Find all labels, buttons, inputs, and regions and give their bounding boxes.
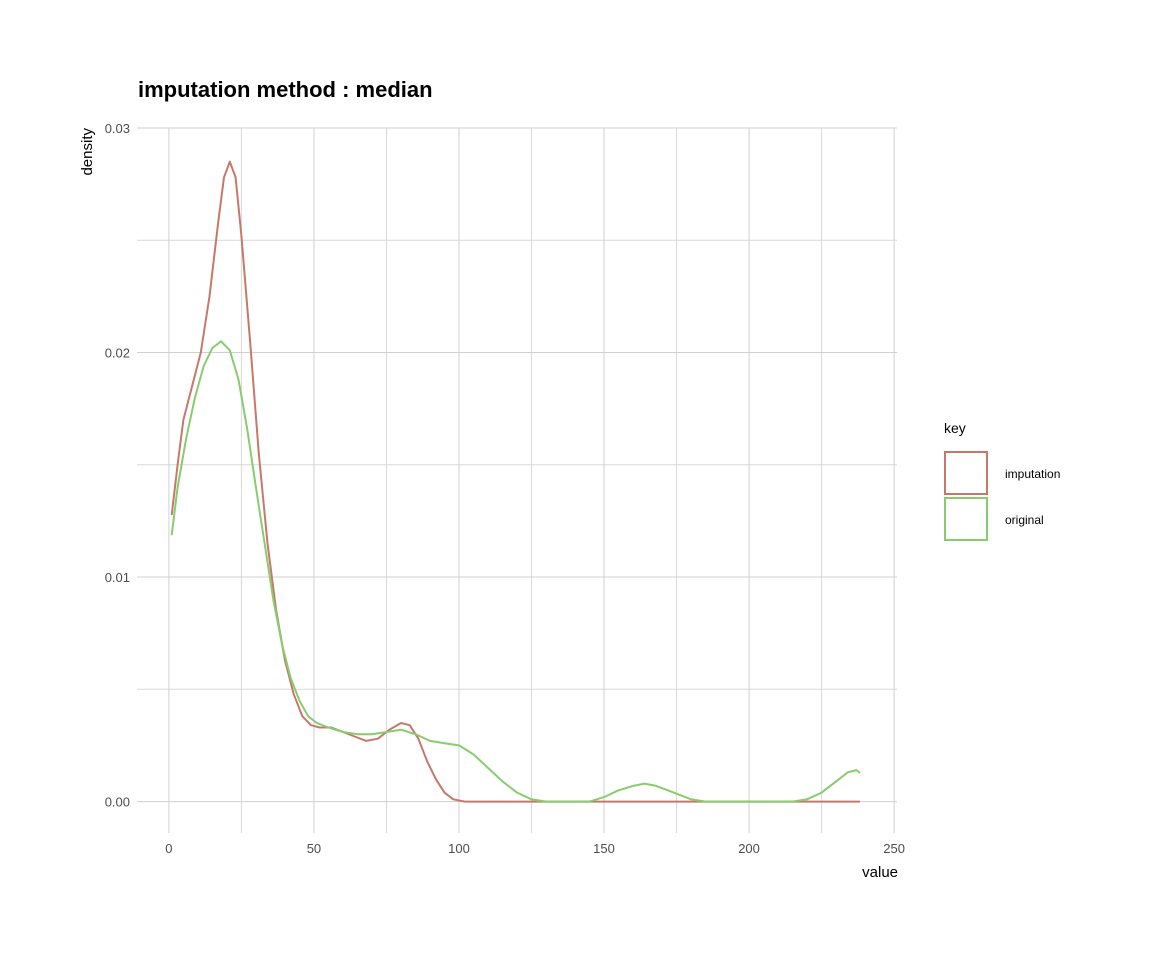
y-tick-label-0.03: 0.03 [105,121,130,136]
y-tick-label-0.02: 0.02 [105,346,130,361]
legend: key imputation original [944,420,1060,541]
y-tick-label-0.00: 0.00 [105,795,130,810]
x-tick-label-200: 200 [738,841,760,856]
tick-labels: 0 50 100 150 200 250 0.00 0.01 0.02 0.03 [105,121,905,856]
legend-key-original [944,497,988,541]
x-tick-label-250: 250 [883,841,905,856]
grid [137,127,897,833]
x-tick-label-0: 0 [165,841,172,856]
series-line-original [170,340,861,803]
legend-label-imputation: imputation [1005,467,1060,481]
y-axis-title: density [79,128,96,176]
y-tick-label-0.01: 0.01 [105,570,130,585]
x-tick-label-50: 50 [307,841,321,856]
legend-label-original: original [1005,513,1044,527]
series-lines [170,160,861,803]
legend-items: imputation original [944,451,1060,541]
x-axis-title: value [862,864,898,881]
legend-title: key [944,420,966,436]
x-tick-label-150: 150 [593,841,615,856]
x-tick-label-100: 100 [448,841,470,856]
chart-title: imputation method : median [138,77,433,102]
legend-key-imputation [944,451,988,495]
series-line-imputation [170,160,861,803]
